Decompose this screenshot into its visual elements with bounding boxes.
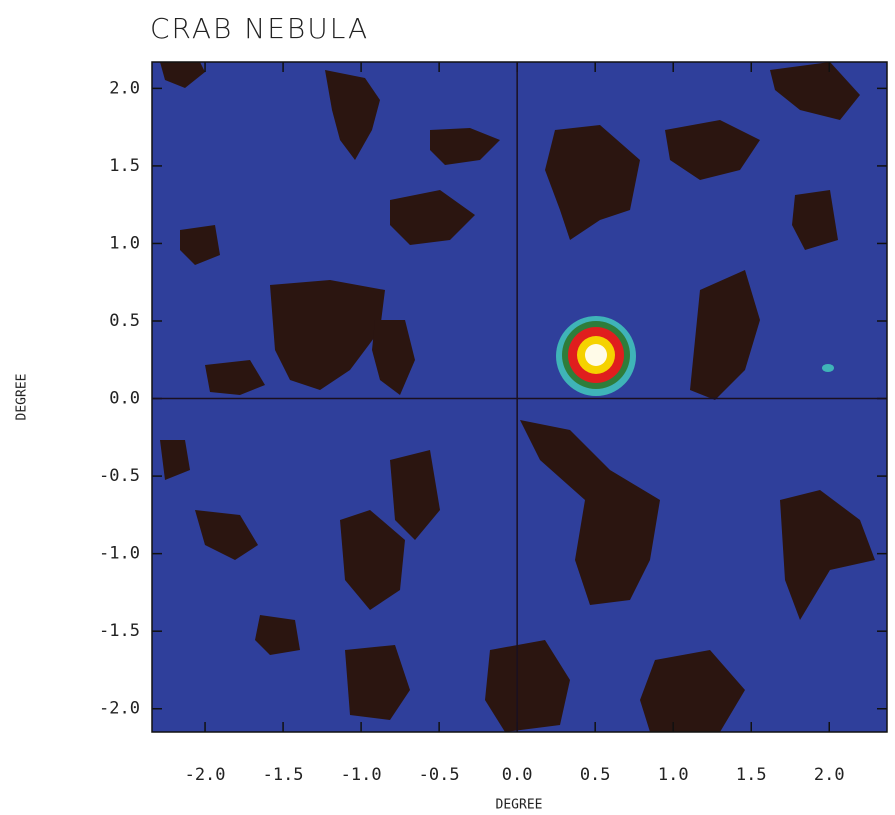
chart-title: CRAB NEBULA — [150, 12, 369, 45]
y-tick-label: -1.5 — [99, 621, 140, 641]
x-tick-label: 2.0 — [814, 765, 845, 785]
x-tick-label: -0.5 — [419, 765, 460, 785]
x-tick-label: 1.5 — [736, 765, 767, 785]
plot-frame — [151, 61, 888, 733]
y-tick-label: 0.0 — [109, 389, 140, 409]
y-tick-label: -1.0 — [99, 544, 140, 564]
x-tick-label: 0.5 — [580, 765, 611, 785]
x-tick-label: -2.0 — [185, 765, 226, 785]
x-axis-label: DEGREE — [496, 798, 543, 813]
y-axis-label: DEGREE — [15, 374, 30, 421]
x-tick-label: 1.0 — [658, 765, 689, 785]
y-tick-label: -0.5 — [99, 466, 140, 486]
y-tick-label: 1.5 — [109, 156, 140, 176]
y-tick-label: 0.5 — [109, 311, 140, 331]
y-tick-label: -2.0 — [99, 699, 140, 719]
x-tick-label: -1.5 — [263, 765, 304, 785]
x-tick-label: -1.0 — [341, 765, 382, 785]
x-tick-label: 0.0 — [502, 765, 533, 785]
dark-regions — [160, 62, 875, 732]
source-blob — [556, 316, 834, 396]
y-tick-label: 1.0 — [109, 233, 140, 253]
y-tick-label: 2.0 — [109, 78, 140, 98]
